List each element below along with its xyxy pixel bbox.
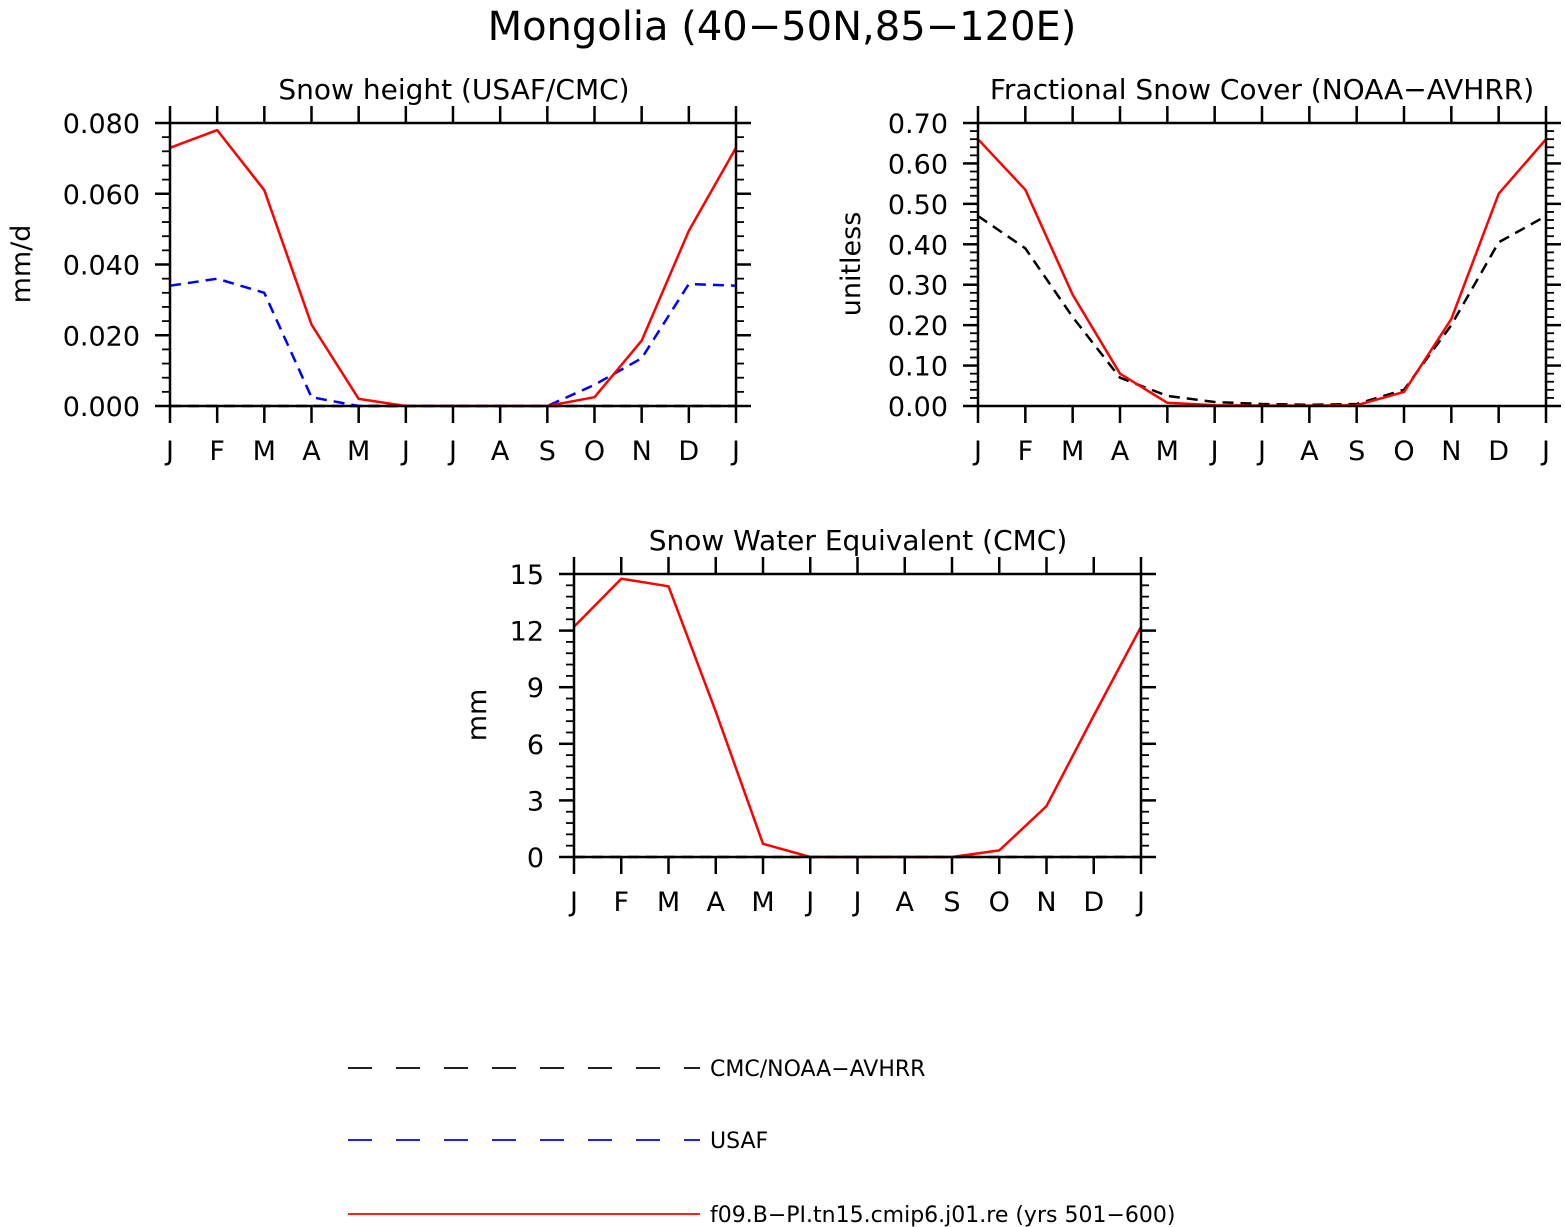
- x-tick-label: A: [896, 887, 915, 918]
- x-tick-label: A: [1300, 436, 1319, 467]
- series-line-usaf: [169, 277, 737, 408]
- y-tick-label: 0.10: [888, 352, 948, 383]
- y-axis-label: unitless: [836, 212, 867, 317]
- x-tick-label: D: [678, 436, 699, 467]
- x-tick-label: J: [1256, 436, 1266, 467]
- series-line-f09-b-pi-tn15-cmip6-j01-re-yrs-501-600: [977, 138, 1547, 407]
- x-tick-label: O: [1393, 436, 1414, 467]
- panel-fractional-snow-cover: Fractional Snow Cover (NOAA−AVHRR) unitl…: [836, 73, 1561, 467]
- y-tick-label: 15: [510, 560, 544, 591]
- x-tick-label: N: [1036, 887, 1056, 918]
- y-tick-label: 0.70: [888, 109, 948, 140]
- x-tick-label: D: [1488, 436, 1509, 467]
- legend-label: CMC/NOAA−AVHRR: [710, 1057, 925, 1082]
- y-tick-label: 0.40: [888, 230, 948, 261]
- y-tick-label: 0.020: [63, 321, 140, 352]
- y-tick-label: 0.000: [63, 392, 140, 423]
- series-line-f09-b-pi-tn15-cmip6-j01-re-yrs-501-600: [573, 577, 1143, 859]
- y-axis-label: mm: [462, 689, 493, 742]
- x-tick-label: F: [613, 887, 629, 918]
- figure-title: Mongolia (40−50N,85−120E): [488, 4, 1077, 50]
- x-tick-label: A: [491, 436, 510, 467]
- y-tick-label: 12: [510, 617, 544, 648]
- x-tick-label: O: [584, 436, 605, 467]
- x-tick-label: F: [209, 436, 225, 467]
- x-tick-label: J: [1540, 436, 1550, 467]
- x-tick-label: S: [943, 887, 960, 918]
- plot-frame: [168, 121, 738, 408]
- x-tick-label: M: [751, 887, 774, 918]
- x-tick-label: M: [1061, 436, 1084, 467]
- x-tick-label: J: [164, 436, 174, 467]
- x-tick-label: J: [1135, 887, 1145, 918]
- series-line-f09-b-pi-tn15-cmip6-j01-re-yrs-501-600: [169, 128, 738, 408]
- panel-title: Fractional Snow Cover (NOAA−AVHRR): [990, 73, 1534, 106]
- y-tick-label: 0.50: [888, 190, 948, 221]
- x-tick-label: M: [347, 436, 370, 467]
- x-tick-label: A: [707, 887, 726, 918]
- x-tick-label: S: [539, 436, 556, 467]
- x-tick-label: A: [1111, 436, 1130, 467]
- x-tick-label: N: [632, 436, 652, 467]
- y-tick-label: 9: [527, 673, 544, 704]
- legend: CMC/NOAA−AVHRR USAF f09.B−PI.tn15.cmip6.…: [348, 1057, 1175, 1227]
- x-tick-label: J: [400, 436, 410, 467]
- plot-frame: [572, 572, 1143, 859]
- x-tick-label: O: [989, 887, 1010, 918]
- y-tick-label: 0: [527, 843, 544, 874]
- y-axis-label: mm/d: [6, 225, 37, 304]
- x-tick-label: A: [302, 436, 321, 467]
- x-tick-label: J: [730, 436, 740, 467]
- x-tick-label: J: [568, 887, 578, 918]
- x-tick-label: J: [852, 887, 862, 918]
- x-tick-label: M: [657, 887, 680, 918]
- x-tick-label: M: [253, 436, 276, 467]
- legend-label: USAF: [710, 1129, 768, 1154]
- x-tick-label: J: [972, 436, 982, 467]
- panel-title: Snow Water Equivalent (CMC): [649, 524, 1068, 557]
- y-tick-label: 0.080: [63, 109, 140, 140]
- x-tick-label: F: [1018, 436, 1034, 467]
- y-tick-label: 6: [527, 730, 544, 761]
- y-tick-label: 0.60: [888, 149, 948, 180]
- x-tick-label: D: [1083, 887, 1104, 918]
- panel-title: Snow height (USAF/CMC): [278, 73, 629, 106]
- x-tick-label: N: [1441, 436, 1461, 467]
- y-tick-label: 0.00: [888, 392, 948, 423]
- y-tick-label: 3: [527, 786, 544, 817]
- x-tick-label: M: [1156, 436, 1179, 467]
- y-tick-label: 0.20: [888, 311, 948, 342]
- legend-label: f09.B−PI.tn15.cmip6.j01.re (yrs 501−600): [710, 1203, 1175, 1227]
- plot-frame: [976, 121, 1548, 408]
- y-tick-label: 0.040: [63, 251, 140, 282]
- x-tick-label: J: [1209, 436, 1219, 467]
- x-tick-label: S: [1348, 436, 1365, 467]
- x-tick-label: J: [447, 436, 457, 467]
- x-tick-label: J: [804, 887, 814, 918]
- series-line-cmc-noaa-avhrr: [977, 214, 1547, 407]
- y-tick-label: 0.060: [63, 180, 140, 211]
- y-tick-label: 0.30: [888, 271, 948, 302]
